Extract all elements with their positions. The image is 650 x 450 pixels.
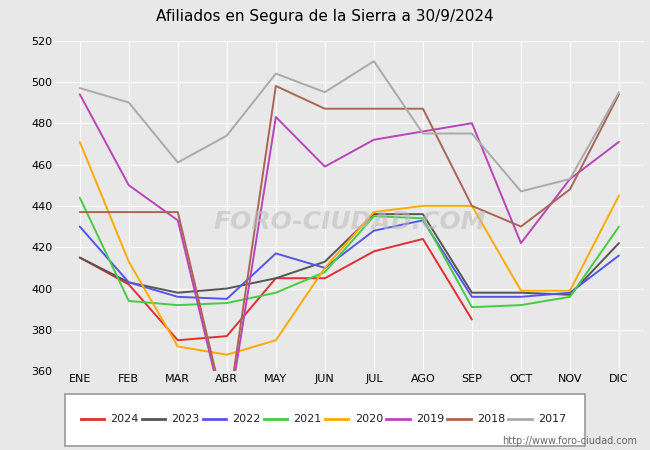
Text: 2022: 2022 <box>233 414 261 423</box>
Text: 2024: 2024 <box>111 414 138 423</box>
Text: 2020: 2020 <box>355 414 383 423</box>
Text: 2017: 2017 <box>538 414 566 423</box>
Text: 2021: 2021 <box>294 414 322 423</box>
Text: Afiliados en Segura de la Sierra a 30/9/2024: Afiliados en Segura de la Sierra a 30/9/… <box>156 9 494 24</box>
Text: 2023: 2023 <box>172 414 200 423</box>
Text: 2019: 2019 <box>416 414 444 423</box>
Text: 2018: 2018 <box>477 414 505 423</box>
Text: http://www.foro-ciudad.com: http://www.foro-ciudad.com <box>502 436 637 446</box>
Text: FORO-CIUDAD.COM: FORO-CIUDAD.COM <box>213 211 486 234</box>
